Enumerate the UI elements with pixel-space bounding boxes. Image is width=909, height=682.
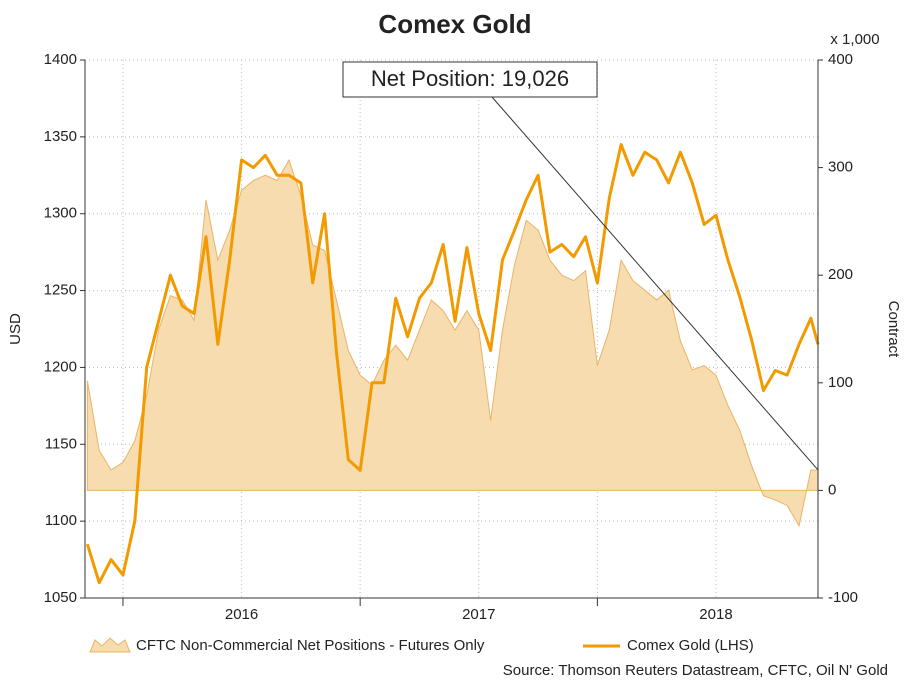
annotation-leader: [491, 96, 819, 471]
x-tick-label: 2018: [699, 606, 732, 623]
y-tick-label: 1300: [44, 205, 77, 222]
y2-tick-label: 300: [828, 159, 853, 176]
y2-tick-label: 400: [828, 51, 853, 68]
y-tick-label: 1150: [45, 435, 77, 452]
area: [86, 158, 819, 528]
legend-label: Comex Gold (LHS): [627, 637, 754, 654]
source-note: Source: Thomson Reuters Datastream, CFTC…: [503, 662, 888, 679]
line: [85, 143, 820, 585]
legend-label: CFTC Non-Commercial Net Positions - Futu…: [136, 637, 485, 654]
y-tick-label: 1350: [44, 128, 77, 145]
annotation-text: Net Position: 19,026: [371, 66, 569, 91]
y2-axis-label: Contract: [885, 301, 902, 359]
y-tick-label: 1100: [45, 512, 77, 529]
y-tick-label: 1250: [44, 282, 77, 299]
y2-tick-label: 200: [828, 266, 853, 283]
y-axis-label: USD: [7, 313, 24, 345]
x-tick-label: 2017: [462, 606, 495, 623]
legend-swatch: [89, 637, 131, 653]
chart-title: Comex Gold: [378, 9, 531, 39]
y2-tick-label: 0: [828, 481, 836, 498]
y-tick-label: 1400: [44, 51, 77, 68]
x-tick-label: 2016: [225, 606, 258, 623]
annotation-box: [342, 61, 598, 98]
y2-unit-label: x 1,000: [830, 31, 879, 48]
y-tick-label: 1050: [44, 589, 77, 606]
y-tick-label: 1200: [44, 358, 77, 375]
y2-tick-label: -100: [828, 589, 858, 606]
y2-tick-label: 100: [828, 374, 853, 391]
